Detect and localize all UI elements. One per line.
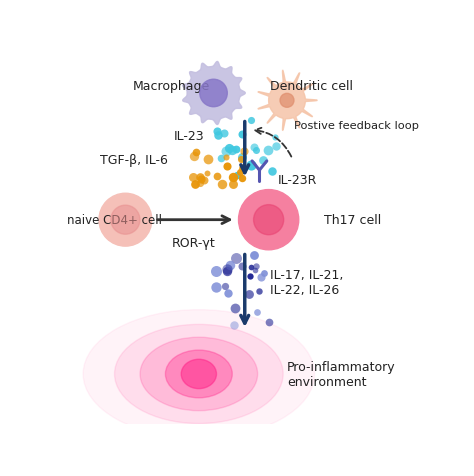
- Point: [238, 262, 246, 270]
- Point: [230, 321, 237, 329]
- Point: [197, 179, 204, 187]
- Point: [231, 305, 239, 312]
- Point: [224, 289, 231, 297]
- Point: [239, 165, 247, 173]
- Point: [227, 261, 234, 269]
- Point: [213, 173, 221, 181]
- Point: [220, 130, 228, 138]
- Point: [212, 283, 220, 291]
- Ellipse shape: [165, 350, 232, 398]
- Point: [257, 274, 264, 282]
- Point: [197, 174, 204, 181]
- Point: [253, 308, 261, 316]
- Text: IL-17, IL-21,
IL-22, IL-26: IL-17, IL-21, IL-22, IL-26: [271, 268, 344, 297]
- Point: [246, 273, 254, 281]
- Point: [214, 132, 222, 139]
- Point: [226, 145, 233, 153]
- Point: [273, 142, 280, 150]
- Point: [265, 318, 273, 326]
- Text: IL-23: IL-23: [174, 129, 204, 142]
- Point: [223, 266, 231, 273]
- Point: [218, 180, 226, 188]
- Circle shape: [200, 80, 228, 108]
- Point: [200, 176, 208, 184]
- Point: [223, 163, 231, 170]
- Text: Dendritic cell: Dendritic cell: [270, 80, 353, 93]
- Ellipse shape: [181, 359, 217, 389]
- Circle shape: [254, 205, 284, 235]
- Point: [223, 267, 231, 275]
- Point: [252, 262, 259, 270]
- Text: IL-23R: IL-23R: [278, 173, 317, 187]
- Point: [192, 149, 200, 157]
- Polygon shape: [258, 71, 317, 131]
- Point: [191, 181, 199, 188]
- Text: Th17 cell: Th17 cell: [324, 214, 381, 227]
- Point: [239, 165, 246, 173]
- Point: [271, 134, 279, 141]
- Point: [260, 270, 268, 278]
- Text: naive CD4+ cell: naive CD4+ cell: [67, 214, 162, 227]
- Circle shape: [99, 194, 152, 247]
- Point: [233, 146, 240, 154]
- Point: [229, 181, 237, 188]
- Point: [233, 255, 240, 262]
- Point: [204, 155, 211, 163]
- Circle shape: [111, 206, 140, 235]
- Point: [252, 147, 260, 155]
- Point: [217, 155, 225, 162]
- Point: [238, 154, 246, 162]
- Point: [237, 169, 244, 176]
- Ellipse shape: [140, 337, 257, 411]
- Point: [247, 264, 255, 271]
- Point: [250, 251, 258, 259]
- Point: [251, 266, 259, 274]
- Text: Macrophage: Macrophage: [133, 80, 210, 93]
- Point: [222, 148, 229, 156]
- Point: [212, 268, 219, 276]
- Text: Postive feedback loop: Postive feedback loop: [294, 120, 419, 130]
- Point: [221, 283, 229, 290]
- Point: [233, 172, 241, 179]
- Point: [264, 147, 272, 154]
- Point: [190, 173, 197, 181]
- Point: [247, 161, 255, 169]
- Polygon shape: [182, 62, 245, 125]
- Point: [229, 174, 237, 181]
- Ellipse shape: [115, 325, 283, 424]
- Point: [255, 288, 263, 295]
- Point: [213, 128, 220, 135]
- Point: [203, 169, 210, 177]
- Point: [250, 144, 257, 151]
- Point: [222, 154, 230, 162]
- Point: [237, 156, 245, 164]
- Text: Pro-inflammatory
environment: Pro-inflammatory environment: [287, 360, 396, 388]
- Text: TGF-β, IL-6: TGF-β, IL-6: [100, 153, 168, 166]
- Point: [268, 168, 275, 176]
- Point: [247, 117, 255, 125]
- Circle shape: [280, 94, 294, 108]
- Point: [238, 175, 246, 182]
- Point: [238, 131, 246, 139]
- Point: [245, 290, 253, 298]
- Point: [259, 157, 266, 164]
- Circle shape: [238, 190, 299, 250]
- Ellipse shape: [83, 310, 315, 438]
- Point: [190, 153, 198, 161]
- Point: [240, 148, 248, 156]
- Point: [197, 176, 205, 183]
- Point: [228, 147, 236, 155]
- Text: ROR-γt: ROR-γt: [172, 237, 215, 250]
